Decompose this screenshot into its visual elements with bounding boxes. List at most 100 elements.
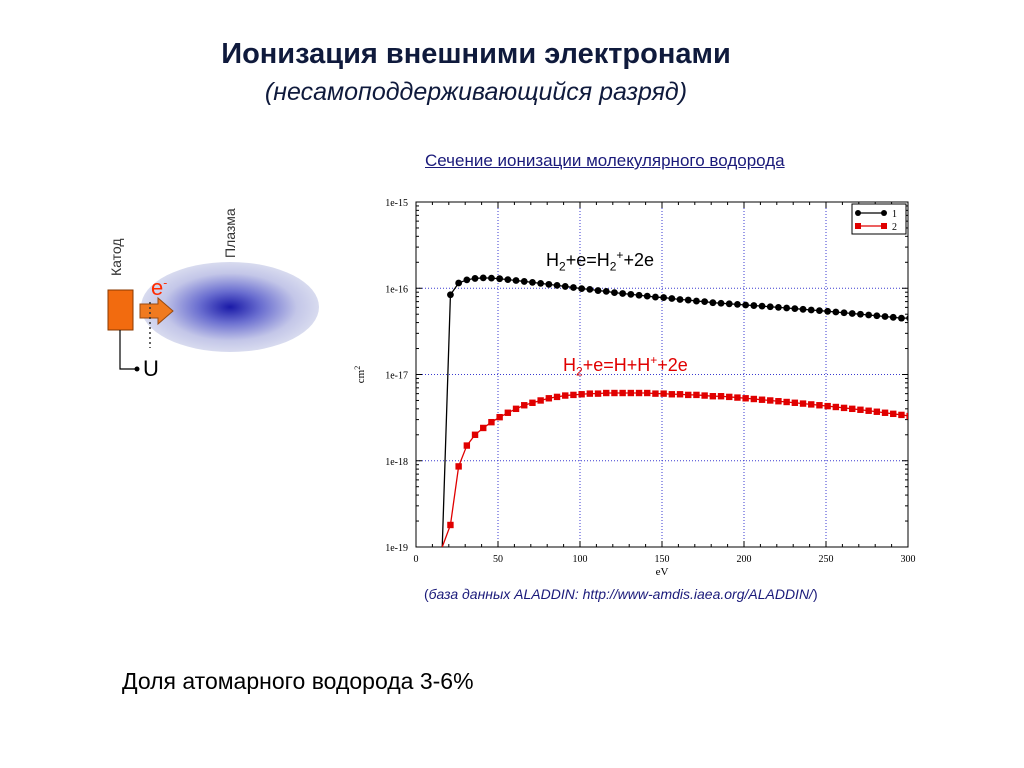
page-subtitle: (несамоподдерживающийся разряд) [264, 78, 688, 106]
series-2-point [742, 395, 749, 402]
series-2-point [693, 391, 700, 399]
legend-box [851, 203, 907, 235]
series-1-point [545, 280, 553, 288]
series-2-point [488, 418, 495, 426]
series-1-point [750, 302, 758, 309]
series-1-point [717, 299, 725, 307]
y-tick-label: 1e-17 [385, 371, 408, 382]
source-open-paren: ( [424, 586, 429, 602]
series-2-point [570, 391, 577, 399]
series-1-point [504, 276, 512, 283]
series-1-point [783, 304, 791, 312]
x-tick-label: 200 [737, 554, 752, 565]
chart-ticks: 0 50 100 150 200 250 300 1e-19 1e-18 1e-17 1e-16 1e… [385, 198, 915, 565]
series-1-point [848, 310, 856, 317]
series-2-point [668, 391, 676, 398]
series-1-point [857, 310, 864, 318]
legend-marker-1 [855, 210, 861, 216]
electron-label: e- [151, 275, 167, 301]
legend-marker-2 [881, 223, 887, 229]
legend-marker-1 [881, 210, 887, 216]
series-2-point [521, 402, 528, 409]
series-1-point [660, 294, 668, 301]
series-2-point [496, 413, 503, 421]
series-1-point [676, 296, 684, 303]
electron-charge: - [163, 275, 168, 290]
series-2-point [512, 405, 520, 413]
y-axis-label: cm2 [353, 366, 367, 383]
series-2-point [504, 409, 512, 416]
series-1-point [619, 290, 627, 297]
series-1-point [816, 307, 823, 315]
series-1-point [898, 314, 905, 322]
series-2-point [890, 410, 897, 418]
series-2-point [758, 396, 766, 403]
voltage-label: U [143, 356, 159, 381]
series-1-point [455, 279, 463, 287]
series-1-point [734, 300, 741, 308]
plasma-label: Плазма [222, 208, 238, 258]
series-2-point [726, 393, 733, 401]
y-axis-label-unit: cm [355, 369, 367, 383]
series-1-point [512, 277, 520, 284]
electron-symbol: e [151, 275, 164, 300]
x-tick-label: 0 [414, 554, 419, 565]
series-1-point [693, 297, 700, 305]
series-2-point [529, 399, 536, 406]
source-close-paren: ) [812, 586, 818, 602]
series-line-2 [441, 392, 908, 547]
y-tick-label: 1e-19 [385, 543, 408, 554]
series-2-point [471, 431, 479, 438]
series-2-point [611, 389, 618, 397]
series-2-point [586, 390, 594, 397]
series-2-point [857, 406, 864, 413]
x-tick-label: 150 [655, 554, 670, 565]
chart-svg: 0 50 100 150 200 250 3001e-191e-181e-171e-161e… [353, 198, 916, 578]
series-1-point [520, 278, 528, 285]
series-1-point [775, 303, 782, 311]
series-2-point [799, 400, 807, 407]
series-1-point [725, 300, 733, 308]
data-source-note: (база данных ALADDIN: http://www-amdis.i… [424, 586, 818, 602]
series-2-point [906, 412, 908, 420]
series-2-point [619, 389, 626, 397]
series-2-point [635, 389, 643, 397]
legend-label-1: 1 [892, 209, 897, 220]
series-2-point [832, 403, 840, 411]
series-1-point [873, 312, 881, 320]
cathode-label: Катод [108, 238, 124, 276]
series-1-point [479, 274, 487, 282]
series-1-point [553, 281, 561, 289]
series-2-point [644, 389, 651, 397]
chart-series [441, 274, 908, 547]
series-1-point [496, 275, 504, 283]
plasma-cloud [141, 262, 319, 352]
series-2 [441, 389, 908, 547]
chart-title: Сечение ионизации молекулярного водорода [425, 151, 785, 170]
series-2-point [898, 411, 905, 419]
series-1-point [652, 293, 659, 301]
source-link[interactable]: база данных ALADDIN: http://www-amdis.ia… [428, 586, 813, 602]
legend-label-2: 2 [892, 222, 897, 233]
series-2-point [734, 394, 741, 401]
series-2-point [816, 402, 823, 409]
reaction-label-2: H2+e=H+H++2e [563, 353, 688, 379]
series-1-point [586, 285, 594, 293]
series-1-point [537, 279, 545, 287]
series-1-point [643, 292, 651, 300]
series-1-point [471, 275, 479, 282]
x-tick-label: 50 [493, 554, 503, 565]
diagram-svg [107, 262, 319, 372]
series-1-point [668, 295, 676, 302]
series-2-point [881, 409, 889, 416]
series-2-point [652, 390, 659, 397]
series-2-point [767, 397, 774, 404]
x-tick-label: 250 [819, 554, 834, 565]
series-2-point [480, 424, 487, 432]
x-tick-label: 300 [901, 554, 916, 565]
series-2-point [717, 393, 725, 400]
series-1-point [758, 302, 766, 310]
series-2-point [685, 391, 692, 399]
series-1-point [791, 305, 799, 313]
legend-marker-2 [855, 223, 861, 229]
